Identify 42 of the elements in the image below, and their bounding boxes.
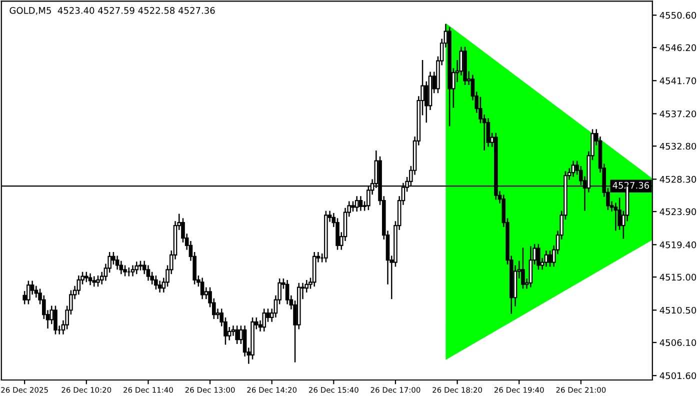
y-tick-label: 4510.50 xyxy=(660,306,696,314)
candlestick xyxy=(235,324,239,345)
candlestick xyxy=(528,246,533,288)
candlestick xyxy=(112,251,116,266)
candlestick xyxy=(138,260,142,272)
candlestick xyxy=(358,195,363,212)
candlestick xyxy=(486,118,490,148)
candlestick xyxy=(130,264,135,277)
y-tick-label: 4501.60 xyxy=(660,372,696,380)
candlestick xyxy=(521,246,525,290)
candlestick xyxy=(88,272,92,286)
y-tick-label: 4546.20 xyxy=(660,44,696,52)
candlestick xyxy=(536,243,540,270)
candlestick xyxy=(84,271,88,283)
candlestick xyxy=(200,277,204,300)
candlestick xyxy=(54,305,58,336)
y-tick-label: 4541.70 xyxy=(660,77,696,84)
candlestick xyxy=(76,274,81,296)
y-tick-label: 4537.20 xyxy=(660,110,696,118)
candlestick xyxy=(544,250,548,268)
candlestick xyxy=(231,324,236,336)
candlestick xyxy=(96,274,100,288)
candlestick xyxy=(134,260,139,275)
candlestick xyxy=(351,200,355,212)
candlestick xyxy=(146,264,150,282)
candlestick xyxy=(571,160,576,178)
y-tick-label: 4523.90 xyxy=(660,208,696,216)
candlestick xyxy=(26,280,30,305)
candlestick xyxy=(548,250,552,268)
y-tick-label: 4550.60 xyxy=(660,12,696,19)
candlestick xyxy=(115,255,120,270)
candlestick xyxy=(154,274,158,290)
text: GOLD,M5 4523.40 4527.59 4522.58 4527.36 xyxy=(10,7,215,15)
y-tick-label: 4528.30 xyxy=(660,176,696,183)
candlestick xyxy=(92,276,96,288)
y-tick-label: 4506.10 xyxy=(660,339,696,346)
y-tick-label: 4519.40 xyxy=(660,241,696,248)
y-tick-label: 4532.80 xyxy=(660,142,696,150)
candlestick xyxy=(123,264,127,277)
candlestick xyxy=(354,195,359,212)
y-tick-label: 4515.00 xyxy=(660,274,696,281)
candlestick xyxy=(262,308,266,332)
